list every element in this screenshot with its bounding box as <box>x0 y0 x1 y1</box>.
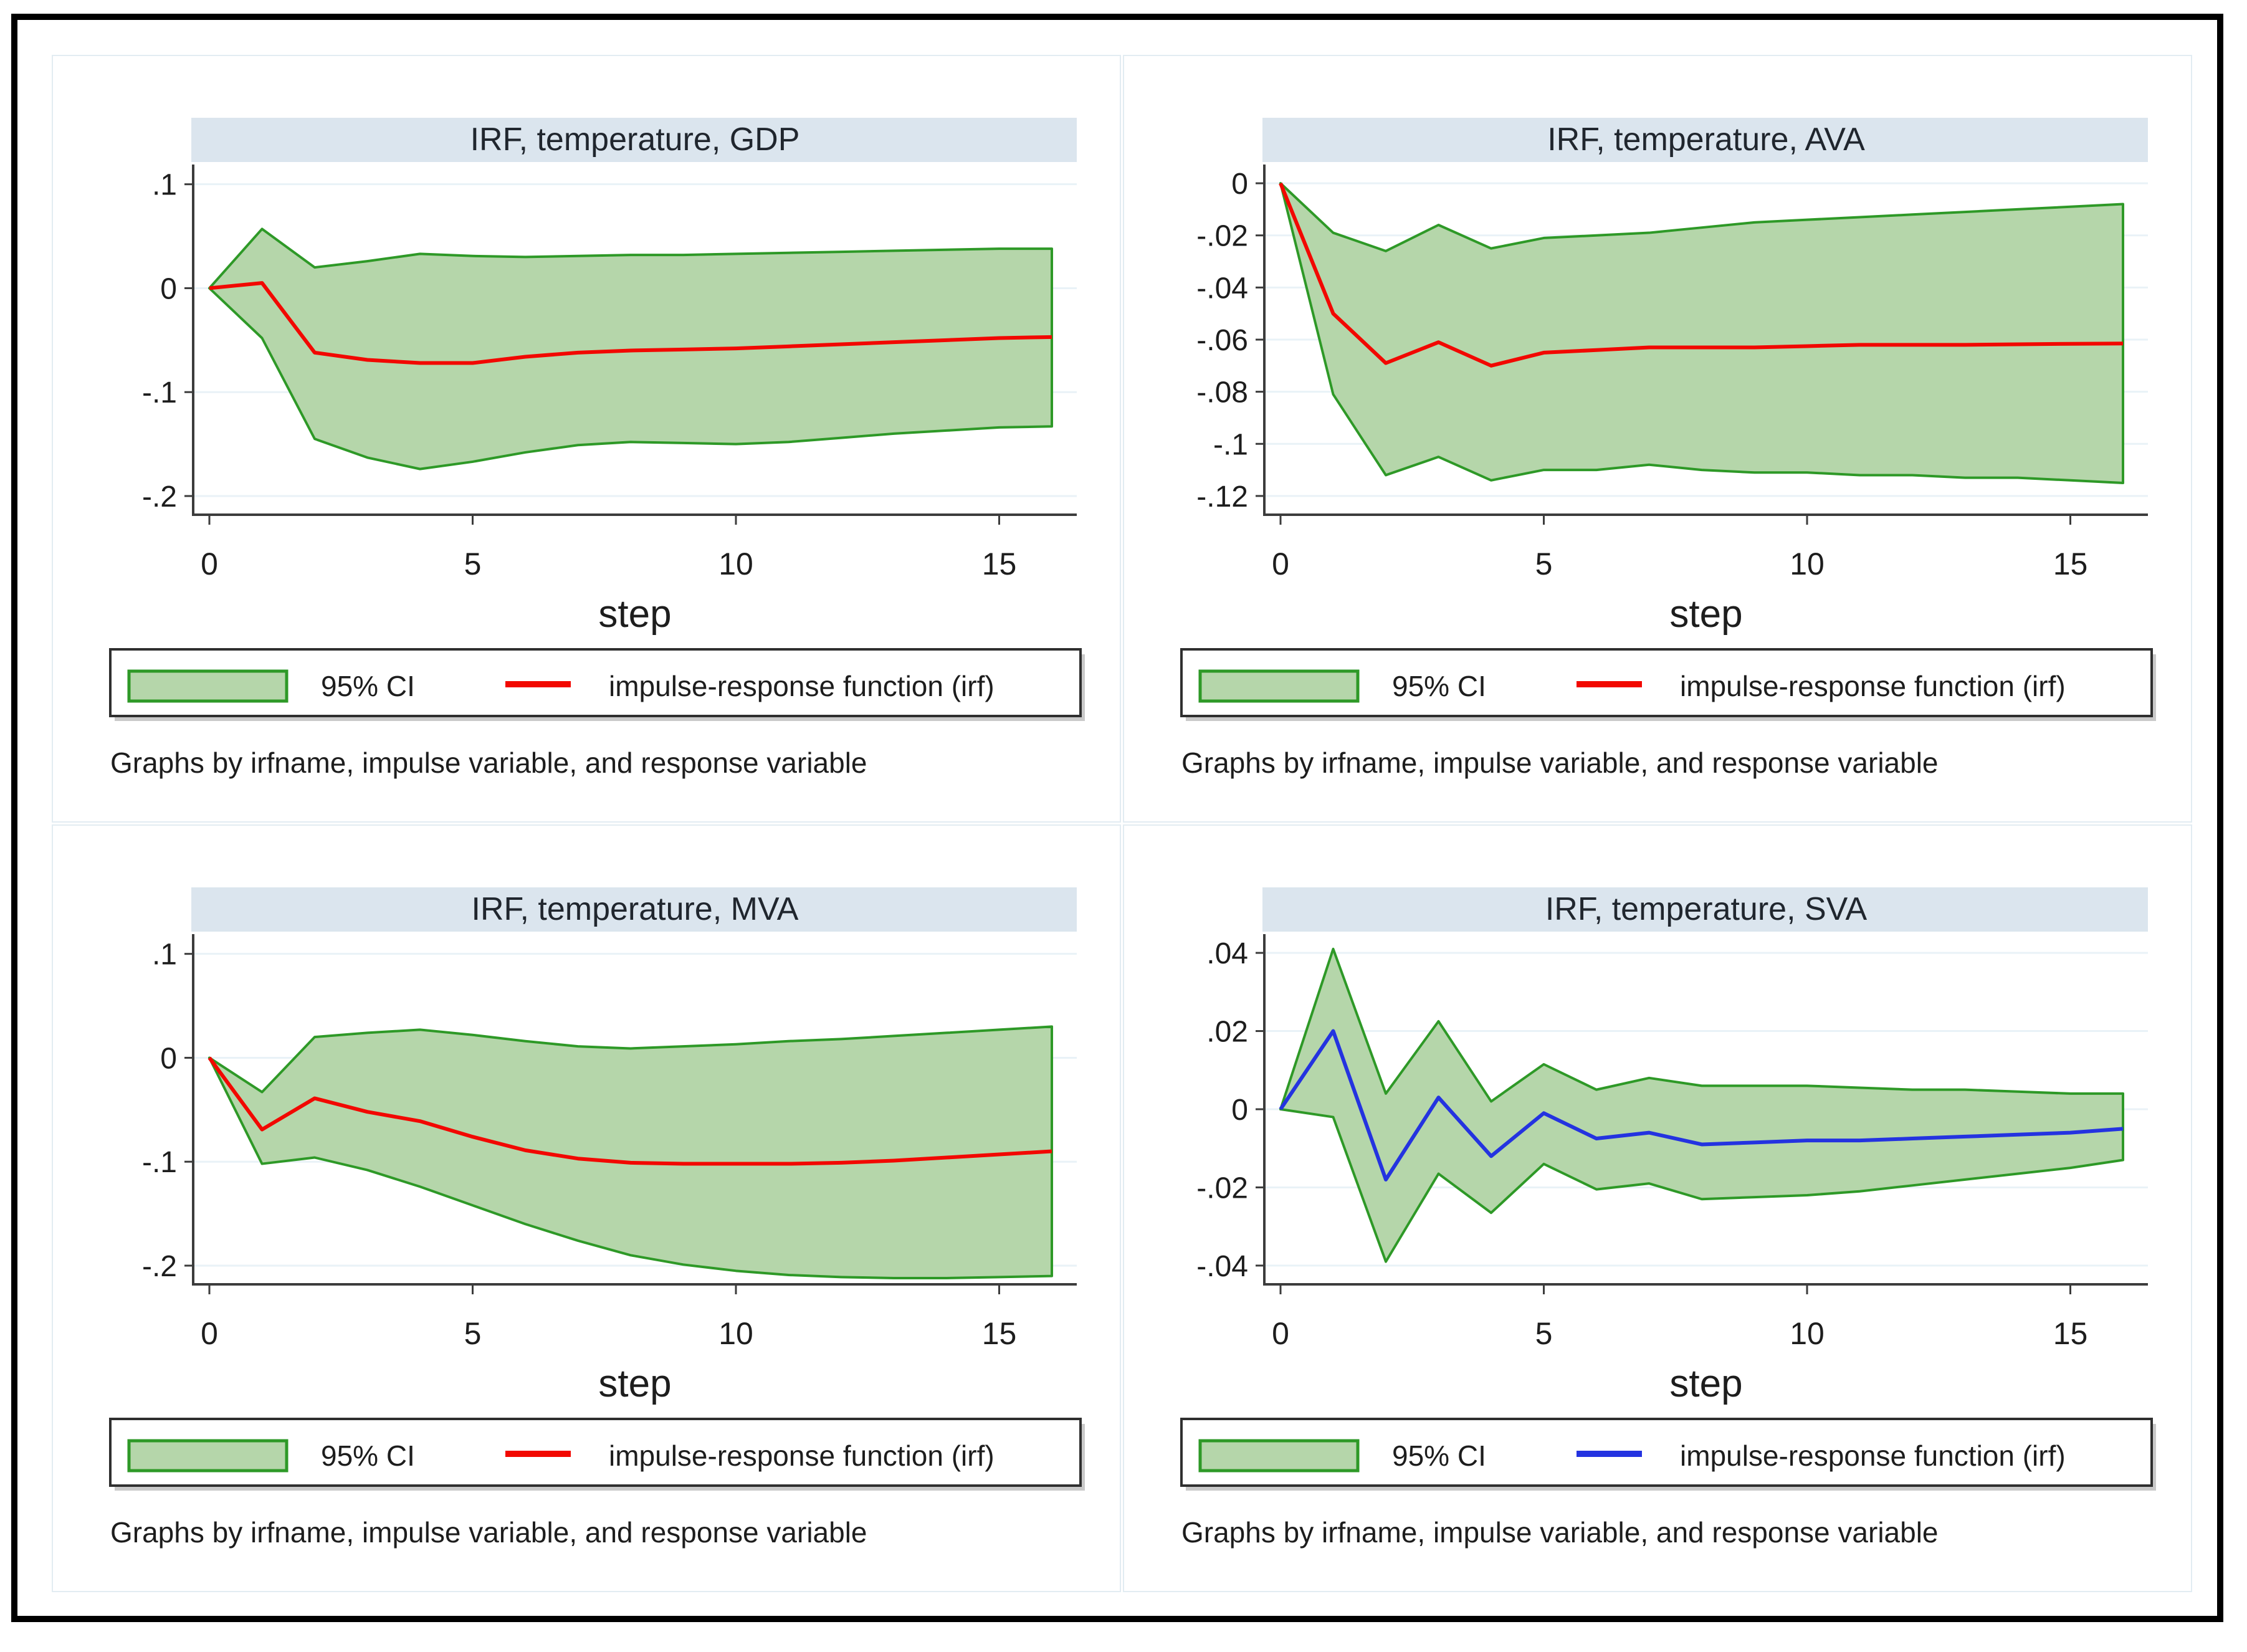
irf-chart-sva: IRF, temperature, SVA .04 .02 0 -.02 -.04 0 5… <box>1180 887 2156 1549</box>
ci-legend-swatch <box>127 1439 289 1473</box>
y-tick-label: .1 <box>152 169 177 202</box>
x-tick-label: 0 <box>201 1316 218 1351</box>
x-axis-title: step <box>598 1362 671 1405</box>
panel-title-bar <box>1262 118 2148 162</box>
panel-title: IRF, temperature, AVA <box>1547 122 1865 158</box>
axes <box>192 934 1077 1286</box>
y-axis-ticks: 0 -.02 -.04 -.06 -.08 -.1 -.12 <box>1196 168 1264 513</box>
x-tick-label: 0 <box>1272 1316 1289 1351</box>
y-tick-label: -.2 <box>142 480 177 513</box>
x-tick-label: 10 <box>1790 1316 1825 1351</box>
panel-title-bar <box>191 118 1077 162</box>
y-tick-label: -.1 <box>1213 428 1248 461</box>
y-tick-label: -.1 <box>142 376 177 409</box>
legend: 95% CI impulse-response function (irf) <box>1180 1418 2156 1491</box>
irf-line <box>208 1056 1052 1166</box>
y-tick-label: .02 <box>1206 1016 1248 1049</box>
axes <box>192 165 1077 516</box>
ci-legend-label: 95% CI <box>1392 670 1486 702</box>
irf-chart-mva: IRF, temperature, MVA .1 0 -.1 -.2 0 5 10 15 s… <box>109 887 1085 1549</box>
x-tick-label: 10 <box>718 547 753 581</box>
x-axis-ticks: 0 5 10 15 <box>201 515 1016 581</box>
x-tick-label: 0 <box>1272 547 1289 581</box>
x-tick-label: 5 <box>1535 547 1553 581</box>
y-tick-label: .04 <box>1206 937 1248 970</box>
panel-title: IRF, temperature, GDP <box>470 122 800 158</box>
x-tick-label: 15 <box>982 547 1017 581</box>
ci-band <box>208 1025 1053 1279</box>
legend: 95% CI impulse-response function (irf) <box>1180 648 2156 721</box>
x-tick-label: 0 <box>201 547 218 581</box>
irf-chart-gdp: IRF, temperature, GDP .1 0 -.1 -.2 0 5 10 15 s… <box>109 118 1085 779</box>
x-axis-ticks: 0 5 10 15 <box>1272 1284 2087 1351</box>
irf-line <box>1279 182 2124 368</box>
y-tick-label: -.06 <box>1196 324 1248 357</box>
graphs-by-note: Graphs by irfname, impulse variable, and… <box>110 747 867 779</box>
x-tick-label: 5 <box>1535 1316 1553 1351</box>
irf-legend-label: impulse-response function (irf) <box>1680 1440 2066 1472</box>
y-tick-label: -.02 <box>1196 1172 1248 1205</box>
y-tick-label: -.2 <box>142 1250 177 1283</box>
ci-band <box>1279 182 2124 484</box>
ci-legend-label: 95% CI <box>1392 1440 1486 1472</box>
y-axis-ticks: .1 0 -.1 -.2 <box>142 169 193 513</box>
x-tick-label: 15 <box>982 1316 1017 1351</box>
ci-legend-label: 95% CI <box>321 670 415 702</box>
ci-band <box>1279 947 2124 1263</box>
x-tick-label: 5 <box>464 1316 482 1351</box>
irf-legend-label: impulse-response function (irf) <box>609 1440 995 1472</box>
y-tick-label: .1 <box>152 938 177 972</box>
y-tick-label: 0 <box>1231 1094 1248 1127</box>
y-tick-label: 0 <box>1231 168 1248 201</box>
legend: 95% CI impulse-response function (irf) <box>109 648 1085 721</box>
irf-line <box>1279 1029 2124 1182</box>
panel-irf-ava: IRF, temperature, AVA 0 -.02 -.04 -.06 -.08 -… <box>1123 55 2192 823</box>
figure-outer-border: IRF, temperature, GDP .1 0 -.1 -.2 0 5 10 15 s… <box>11 14 2223 1622</box>
y-tick-label: -.04 <box>1196 1250 1248 1283</box>
irf-line <box>209 281 1052 365</box>
x-tick-label: 15 <box>2053 547 2088 581</box>
x-tick-label: 10 <box>718 1316 753 1351</box>
legend: 95% CI impulse-response function (irf) <box>109 1418 1085 1491</box>
y-axis-ticks: .04 .02 0 -.02 -.04 <box>1196 937 1264 1283</box>
panel-irf-sva: IRF, temperature, SVA .04 .02 0 -.02 -.04 0 5… <box>1123 824 2192 1592</box>
panel-irf-gdp: IRF, temperature, GDP .1 0 -.1 -.2 0 5 10 15 s… <box>52 55 1121 823</box>
y-tick-label: -.04 <box>1196 272 1248 305</box>
x-axis-title: step <box>1669 593 1742 636</box>
ci-legend-swatch <box>127 669 289 703</box>
x-axis-title: step <box>1669 1362 1742 1405</box>
y-tick-label: -.1 <box>142 1146 177 1179</box>
ci-legend-label: 95% CI <box>321 1440 415 1472</box>
panel-title-bar <box>191 887 1077 932</box>
graphs-by-note: Graphs by irfname, impulse variable, and… <box>1181 747 1939 779</box>
panel-title-bar <box>1262 887 2148 932</box>
panel-title: IRF, temperature, MVA <box>472 891 799 927</box>
irf-legend-label: impulse-response function (irf) <box>1680 670 2066 702</box>
panel-title: IRF, temperature, SVA <box>1545 891 1868 927</box>
x-tick-label: 5 <box>464 547 482 581</box>
x-axis-ticks: 0 5 10 15 <box>201 1284 1016 1351</box>
panel-irf-mva: IRF, temperature, MVA .1 0 -.1 -.2 0 5 10 15 s… <box>52 824 1121 1592</box>
y-axis-ticks: .1 0 -.1 -.2 <box>142 938 193 1283</box>
irf-panel-grid: IRF, temperature, GDP .1 0 -.1 -.2 0 5 10 15 s… <box>52 55 2192 1592</box>
ci-legend-swatch <box>1198 1439 1360 1473</box>
y-tick-label: 0 <box>160 272 177 305</box>
graphs-by-note: Graphs by irfname, impulse variable, and… <box>110 1516 867 1549</box>
irf-legend-label: impulse-response function (irf) <box>609 670 995 702</box>
irf-chart-ava: IRF, temperature, AVA 0 -.02 -.04 -.06 -.08 -… <box>1180 118 2156 779</box>
x-axis-title: step <box>598 593 671 636</box>
ci-legend-swatch <box>1198 669 1360 703</box>
y-tick-label: -.02 <box>1196 220 1248 253</box>
y-tick-label: -.08 <box>1196 376 1248 409</box>
x-axis-ticks: 0 5 10 15 <box>1272 515 2087 581</box>
graphs-by-note: Graphs by irfname, impulse variable, and… <box>1181 1516 1939 1549</box>
y-tick-label: -.12 <box>1196 480 1248 513</box>
x-tick-label: 15 <box>2053 1316 2088 1351</box>
x-tick-label: 10 <box>1790 547 1825 581</box>
y-tick-label: 0 <box>160 1042 177 1075</box>
